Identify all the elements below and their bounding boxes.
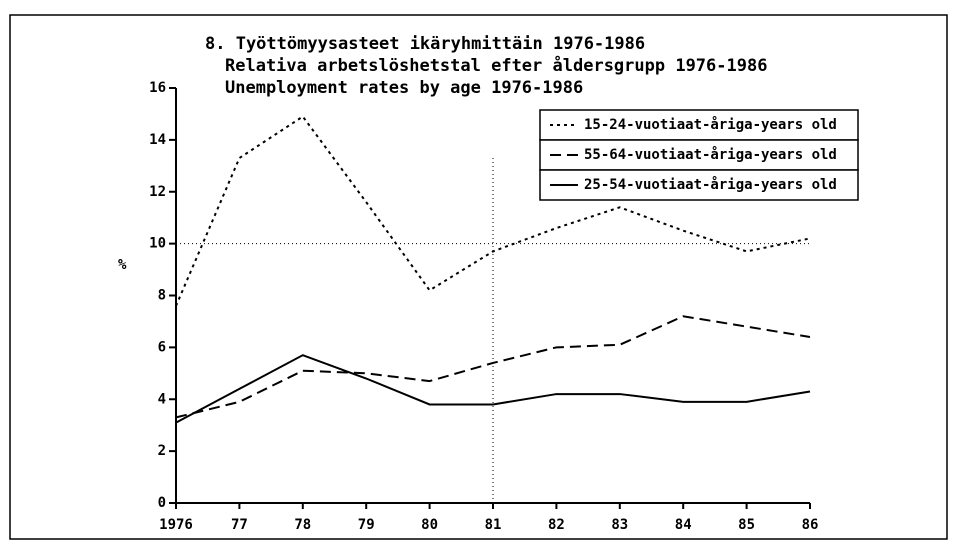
series-line	[175, 115, 811, 307]
y-tick-label: 16	[149, 80, 166, 96]
y-tick-label: 6	[158, 339, 166, 355]
subtitle: Relativa arbetslöshetstal efter åldersgr…	[225, 54, 767, 76]
legend-box	[539, 169, 859, 201]
y-tick-label: 14	[149, 132, 166, 148]
series-line	[175, 315, 811, 419]
x-tick-label: 78	[294, 517, 311, 533]
x-tick-label: 80	[421, 517, 438, 533]
y-tick-label: 0	[158, 495, 166, 511]
legend-label: 15-24-vuotiaat-åriga-years old	[584, 116, 837, 133]
x-tick-label: 84	[675, 517, 692, 533]
y-tick-label: 12	[149, 184, 166, 200]
x-tick-label: 86	[802, 517, 819, 533]
x-tick-label: 83	[611, 517, 628, 533]
y-tick-label: 10	[149, 236, 166, 252]
x-tick-label: 77	[231, 517, 248, 533]
x-tick-label: 82	[548, 517, 565, 533]
y-tick-label: 2	[158, 443, 166, 459]
y-tick-label: 8	[158, 288, 166, 304]
y-tick-label: 4	[158, 391, 166, 407]
chart-title: 8. Työttömyysasteet ikäryhmittäin 1976-1…	[205, 34, 645, 54]
frame	[9, 14, 948, 540]
legend-label: 55-64-vuotiaat-åriga-years old	[584, 146, 837, 163]
legend-box	[539, 139, 859, 171]
x-tick-label: 85	[738, 517, 755, 533]
x-tick-label: 81	[485, 517, 502, 533]
y-axis-label: %	[118, 257, 127, 273]
legend-label: 25-54-vuotiaat-åriga-years old	[584, 176, 837, 193]
subtitle: Unemployment rates by age 1976-1986	[225, 78, 583, 98]
series-line	[175, 354, 811, 424]
x-tick-label: 1976	[159, 517, 193, 533]
x-tick-label: 79	[358, 517, 375, 533]
